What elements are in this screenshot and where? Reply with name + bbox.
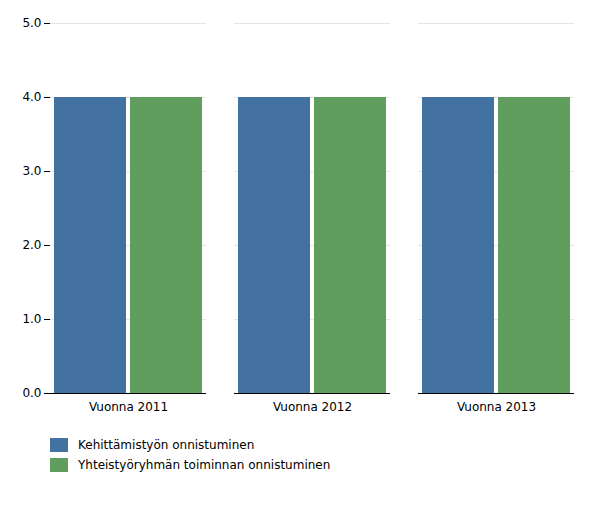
svg-text:Vuonna 2013: Vuonna 2013 bbox=[457, 400, 536, 414]
svg-text:1.0: 1.0 bbox=[22, 312, 41, 326]
svg-text:4.0: 4.0 bbox=[22, 90, 41, 104]
svg-text:Vuonna 2012: Vuonna 2012 bbox=[273, 400, 352, 414]
html-text:Yhteistyöryhmän toiminnan onni: Yhteistyöryhmän toiminnan onnistuminen bbox=[78, 458, 331, 472]
html-text:Kehittämistyön onnistuminen: Kehittämistyön onnistuminen bbox=[78, 438, 255, 452]
svg-text:Vuonna 2011: Vuonna 2011 bbox=[89, 400, 168, 414]
svg-text:3.0: 3.0 bbox=[22, 164, 41, 178]
svg-text:2.0: 2.0 bbox=[22, 238, 41, 252]
svg-text:5.0: 5.0 bbox=[22, 16, 41, 30]
svg-text:0.0: 0.0 bbox=[22, 386, 41, 400]
